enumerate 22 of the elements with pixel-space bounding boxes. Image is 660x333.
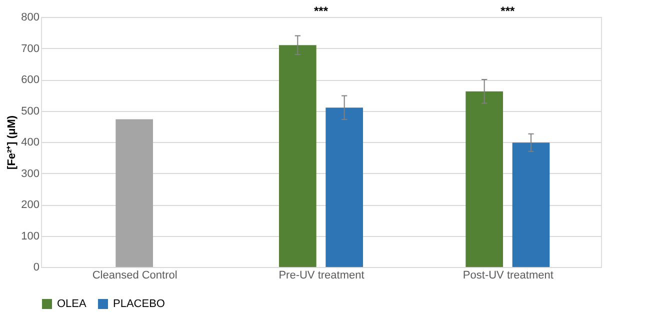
y-tick-label: 200 bbox=[21, 199, 40, 211]
y-tick-label: 400 bbox=[21, 136, 40, 148]
y-tick-label: 600 bbox=[21, 74, 40, 86]
bar bbox=[326, 108, 363, 267]
x-tick-label: Cleansed Control bbox=[92, 270, 178, 282]
y-tick-label: 500 bbox=[21, 105, 40, 118]
bar bbox=[512, 142, 550, 267]
bar bbox=[466, 91, 503, 267]
bar bbox=[116, 119, 153, 267]
y-tick-label: 800 bbox=[21, 12, 40, 24]
y-tick-label: 0 bbox=[33, 262, 40, 274]
x-tick-label: Pre-UV treatment bbox=[278, 270, 364, 282]
y-tick-label: 300 bbox=[21, 168, 40, 180]
annotation: *** bbox=[500, 4, 515, 18]
legend-label: PLACEBO bbox=[113, 298, 166, 310]
x-tick-label: Post-UV treatment bbox=[462, 270, 554, 282]
legend-label: OLEA bbox=[57, 298, 88, 310]
y-axis-title: [Fe²⁺] (μM) bbox=[6, 115, 18, 170]
y-tick-label: 700 bbox=[21, 42, 40, 55]
annotation: *** bbox=[314, 4, 328, 18]
y-tick-label: 100 bbox=[21, 230, 40, 242]
bar bbox=[279, 45, 316, 267]
